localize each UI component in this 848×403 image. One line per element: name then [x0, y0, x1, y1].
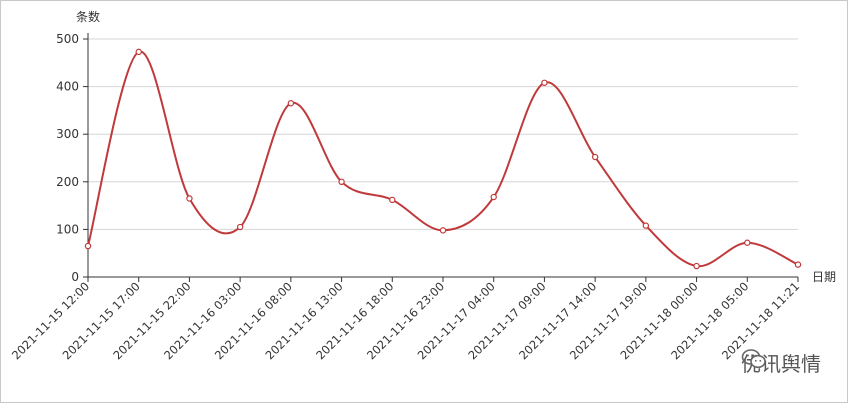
data-point: [490, 193, 497, 201]
data-point: [135, 48, 142, 56]
data-point: [287, 100, 295, 107]
data-point: [794, 261, 802, 268]
data-point: [236, 223, 244, 231]
data-point: [591, 153, 599, 161]
data-point: [389, 196, 396, 204]
y-axis-title: 条数: [76, 9, 100, 24]
data-point: [693, 262, 700, 270]
data-point: [642, 222, 650, 229]
watermark: 优讯舆情: [741, 348, 821, 377]
series-line: [87, 50, 799, 268]
y-tick-label: 100: [56, 222, 79, 236]
y-tick-label: 200: [56, 175, 79, 189]
x-axis-title: 日期: [812, 270, 836, 284]
data-point: [541, 79, 548, 86]
data-point: [338, 178, 345, 185]
data-point: [84, 242, 92, 250]
wechat-icon: [741, 349, 766, 369]
data-point: [439, 227, 447, 234]
y-tick-label: 500: [56, 32, 79, 46]
y-tick-label: 0: [71, 270, 79, 284]
y-tick-label: 300: [56, 127, 79, 141]
data-point: [744, 239, 751, 246]
y-tick-label: 400: [56, 80, 79, 94]
data-point: [186, 195, 193, 202]
